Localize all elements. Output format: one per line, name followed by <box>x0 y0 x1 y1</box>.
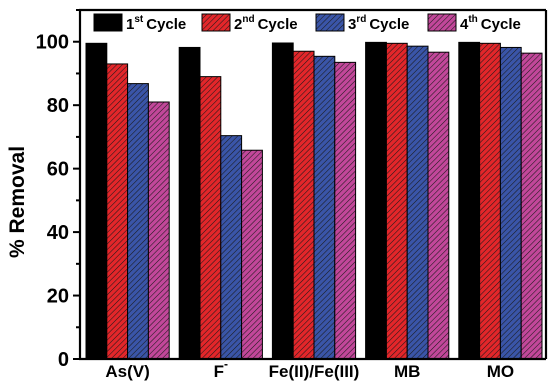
bar-2-series-1 <box>178 46 201 360</box>
y-tick-label: 0 <box>58 349 69 371</box>
axes-group: 0 20 40 60 80 100 As(V) F- Fe(II)/Fe(III) MB MO <box>36 8 548 381</box>
legend: 1st Cycle 2nd Cycle 3rd Cycle 4th Cycle <box>93 13 521 33</box>
bar-5-series-3 <box>499 46 522 360</box>
bars-group <box>85 41 543 360</box>
y-axis-label: % Removal <box>6 146 29 258</box>
x-tick-label: MO <box>487 362 514 381</box>
y-tick-label: 100 <box>36 32 69 54</box>
bar-1-series-1 <box>85 42 108 360</box>
y-tick-label: 20 <box>47 286 69 308</box>
bar-4-series-4 <box>427 51 450 360</box>
legend-label-2: 2nd Cycle <box>234 14 298 33</box>
bar-4-series-1 <box>365 41 387 360</box>
bar-1-series-2 <box>106 63 129 360</box>
x-tick-label: As(V) <box>105 362 149 381</box>
bar-3-series-3 <box>313 55 336 360</box>
y-tick-label: 40 <box>47 222 69 244</box>
bar-2-series-2 <box>199 76 222 360</box>
bar-3-series-4 <box>334 61 357 360</box>
bar-4-series-3 <box>406 45 429 360</box>
bar-5-series-4 <box>520 52 543 360</box>
y-tick-label: 60 <box>47 159 69 181</box>
legend-swatch-1 <box>93 13 123 32</box>
x-tick-label: Fe(II)/Fe(III) <box>269 362 360 381</box>
legend-label-1: 1st Cycle <box>126 14 186 33</box>
bar-3-series-2 <box>292 50 315 360</box>
y-tick-label: 80 <box>47 95 69 117</box>
legend-label-4: 4th Cycle <box>460 14 521 33</box>
bar-5-series-1 <box>458 41 481 360</box>
bar-2-series-3 <box>220 135 243 360</box>
bar-5-series-2 <box>479 42 501 360</box>
bar-2-series-4 <box>241 149 263 360</box>
legend-label-3: 3rd Cycle <box>348 14 409 33</box>
bar-4-series-2 <box>385 42 408 360</box>
bar-3-series-1 <box>271 42 294 360</box>
bar-1-series-4 <box>147 101 170 360</box>
x-tick-label: MB <box>394 362 420 381</box>
x-tick-label: F- <box>214 357 228 381</box>
legend-swatch-4 <box>427 13 457 32</box>
bar-1-series-3 <box>127 83 149 360</box>
legend-swatch-2 <box>201 13 231 32</box>
legend-swatch-3 <box>315 13 345 32</box>
